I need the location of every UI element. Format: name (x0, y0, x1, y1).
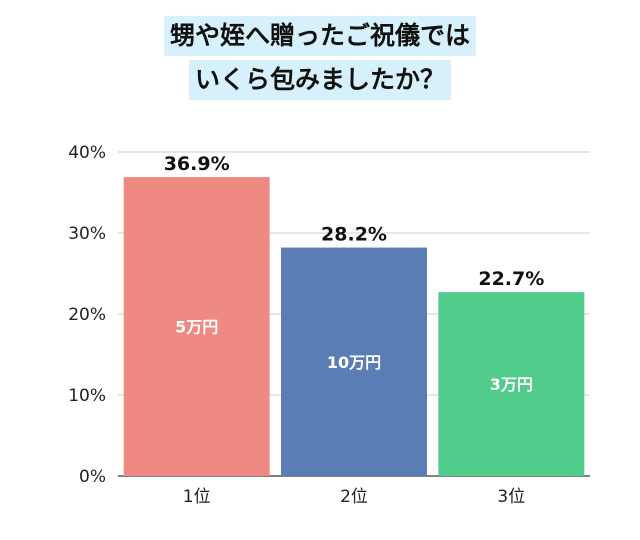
title-line-1: 甥や姪へ贈ったご祝儀では (163, 16, 476, 56)
title-line-2: いくら包みましたか？ (188, 60, 451, 100)
y-tick-label: 0% (79, 467, 106, 487)
x-tick-label: 3位 (497, 487, 525, 507)
bar (438, 292, 585, 476)
data-label: 28.2% (321, 224, 387, 246)
bar (123, 177, 270, 477)
bar-inner-label: 10万円 (327, 353, 381, 372)
bar-inner-label: 5万円 (175, 318, 218, 337)
x-tick-label: 2位 (340, 487, 368, 507)
y-tick-label: 20% (68, 305, 106, 325)
y-tick-label: 30% (68, 224, 106, 244)
y-tick-label: 40% (68, 143, 106, 163)
x-tick-label: 1位 (183, 487, 211, 507)
data-label: 36.9% (164, 153, 230, 175)
data-label: 22.7% (478, 268, 544, 290)
bar (281, 247, 427, 476)
bar-inner-label: 3万円 (490, 375, 533, 394)
y-tick-label: 10% (68, 386, 106, 406)
chart-title: 甥や姪へ贈ったご祝儀では いくら包みましたか？ (0, 14, 640, 102)
